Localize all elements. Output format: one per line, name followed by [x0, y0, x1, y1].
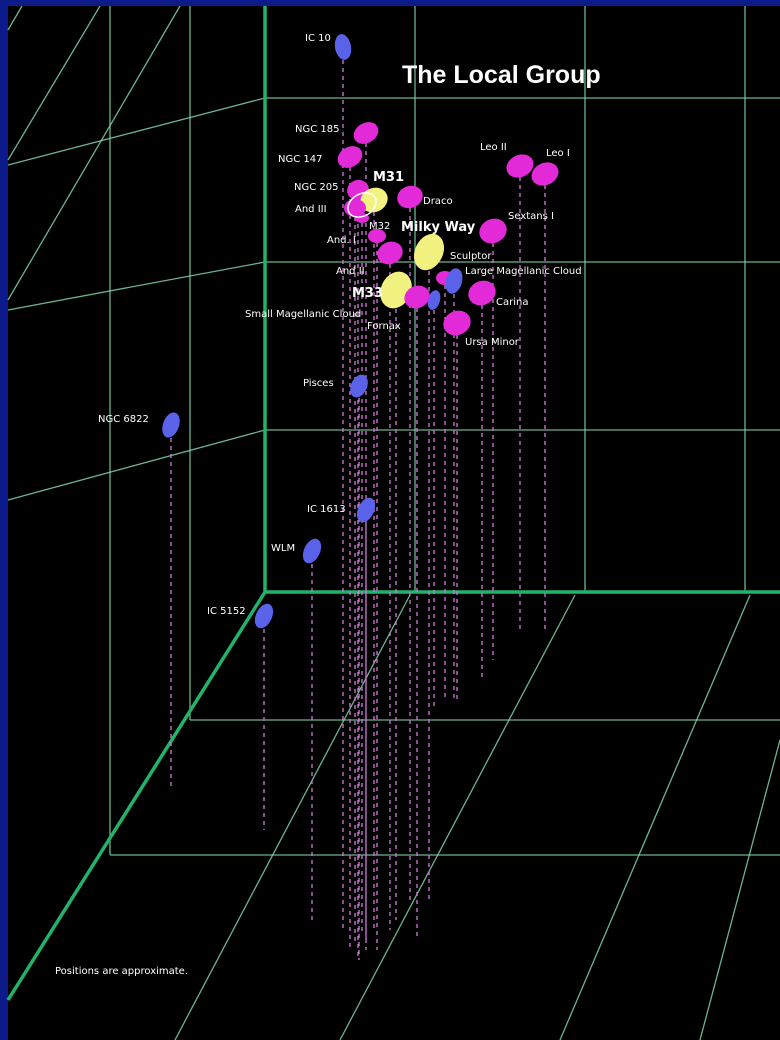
grid-line — [7, 5, 181, 301]
galaxy-label-carina: Carina — [496, 297, 528, 308]
grid-line — [7, 261, 266, 311]
galaxy-marker-leo-ii — [506, 154, 534, 178]
axis-line — [6, 591, 267, 1001]
galaxy-marker-m31 — [360, 187, 388, 213]
galaxy-label-large-magellanic-cloud: Large Magellanic Cloud — [465, 266, 582, 277]
grid-line — [7, 5, 101, 161]
galaxy-marker-draco — [397, 185, 423, 209]
galaxy-label-wlm: WLM — [271, 543, 295, 554]
footnote: Positions are approximate. — [55, 966, 188, 977]
galaxy-marker-ic-5152 — [254, 603, 274, 629]
galaxy-markers — [162, 34, 559, 629]
galaxy-marker-fornax — [404, 285, 430, 309]
galaxy-marker-sextans-i — [479, 218, 507, 244]
galaxy-marker-ursa-minor — [443, 310, 471, 336]
diagram-title: The Local Group — [402, 61, 601, 89]
galaxy-label-ngc-147: NGC 147 — [278, 154, 322, 165]
galaxy-label-sextans-i: Sextans I — [508, 211, 554, 222]
galaxy-marker-and-i — [368, 229, 386, 243]
drop-lines — [170, 60, 546, 960]
galaxy-label-m33: M33 — [352, 286, 383, 301]
galaxy-label-pisces: Pisces — [303, 378, 334, 389]
galaxy-labels: IC 10 NGC 185 NGC 147 NGC 205 M31 And III M32 A… — [98, 33, 582, 617]
galaxy-marker-pisces — [350, 374, 368, 398]
galaxy-label-ngc-185: NGC 185 — [295, 124, 339, 135]
galaxy-label-and-ii: And II — [336, 266, 365, 277]
galaxy-marker-carina — [468, 280, 496, 306]
grid-line — [559, 594, 751, 1040]
grid-line — [7, 429, 266, 501]
grid-line — [339, 594, 576, 1040]
galaxy-label-and-iii: And III — [295, 204, 327, 215]
galaxy-label-ic-10: IC 10 — [305, 33, 331, 44]
galaxy-label-draco: Draco — [423, 196, 453, 207]
galaxy-marker-wlm — [302, 538, 322, 564]
galaxy-marker-large-magellanic-cloud — [445, 268, 463, 294]
galaxy-label-leo-i: Leo I — [546, 148, 570, 159]
galaxy-label-ngc-6822: NGC 6822 — [98, 414, 149, 425]
m31-outline-ring — [347, 192, 377, 218]
grid-line — [174, 594, 411, 1040]
galaxy-label-fornax: Fornax — [367, 321, 401, 332]
galaxy-marker-milky-way — [413, 233, 445, 271]
galaxy-label-leo-ii: Leo II — [480, 142, 507, 153]
grid-line — [699, 739, 780, 1040]
galaxy-label-m32: M32 — [369, 221, 390, 232]
galaxy-marker-ngc-185 — [353, 122, 379, 144]
galaxy-label-sculptor: Sculptor — [450, 251, 492, 262]
galaxy-label-ursa-minor: Ursa Minor — [465, 337, 520, 348]
grid-line — [7, 5, 23, 31]
plot-background — [8, 6, 780, 1040]
galaxy-label-milky-way: Milky Way — [401, 220, 476, 235]
galaxy-marker-ngc-147 — [337, 146, 363, 168]
galaxy-label-m31: M31 — [373, 170, 404, 185]
galaxy-marker-m33 — [380, 271, 412, 309]
galaxy-label-ic-1613: IC 1613 — [307, 504, 346, 515]
galaxy-marker-small-magellanic-cloud — [427, 290, 441, 310]
galaxy-marker-ngc-6822 — [162, 412, 180, 438]
galaxy-label-small-magellanic-cloud: Small Magellanic Cloud — [245, 309, 361, 320]
galaxy-marker-and-ii — [377, 241, 403, 265]
galaxy-label-ngc-205: NGC 205 — [294, 182, 338, 193]
galaxy-marker-ic-1613 — [356, 497, 376, 523]
galaxy-marker-ic-10 — [334, 34, 352, 60]
galaxy-label-ic-5152: IC 5152 — [207, 606, 246, 617]
galaxy-marker-leo-i — [531, 162, 559, 186]
grid-line — [7, 97, 266, 166]
grid-lines — [6, 5, 780, 1040]
galaxy-label-and-i: And. I — [327, 235, 356, 246]
